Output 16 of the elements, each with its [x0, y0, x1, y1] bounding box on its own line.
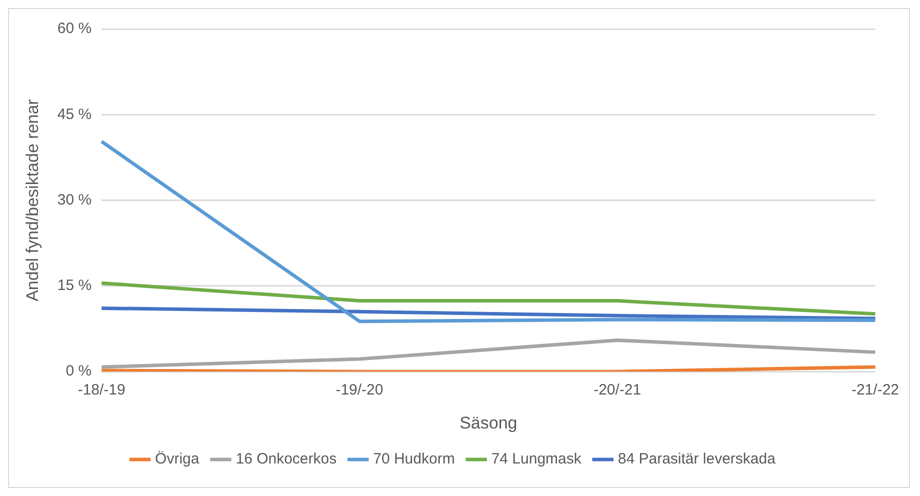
legend-label: Övriga — [155, 450, 200, 468]
x-tick-label: -18/-19 — [78, 382, 126, 399]
x-tick-label: -19/-20 — [336, 382, 384, 399]
legend-label: 84 Parasitär leverskada — [618, 450, 776, 468]
x-tick-label: -20/-21 — [594, 382, 642, 399]
y-axis-title: Andel fynd/besiktade renar — [22, 98, 42, 302]
y-tick-label: 30 % — [57, 191, 92, 208]
y-tick-label: 15 % — [57, 277, 92, 294]
y-tick-label: 60 % — [57, 20, 92, 38]
legend-label: 16 Onkocerkos — [236, 450, 337, 468]
x-axis-title: Säsong — [460, 413, 518, 432]
legend-label: 70 Hudkorm — [373, 450, 455, 468]
y-tick-label: 45 % — [57, 106, 92, 123]
legend-label: 74 Lungmask — [491, 450, 582, 468]
x-tick-label: -21/-22 — [851, 382, 899, 399]
y-tick-label: 0 % — [66, 362, 92, 380]
